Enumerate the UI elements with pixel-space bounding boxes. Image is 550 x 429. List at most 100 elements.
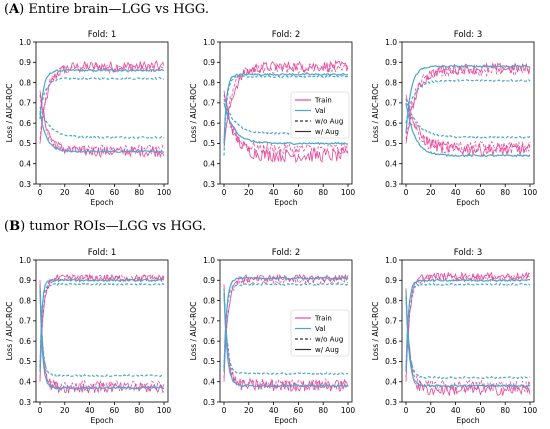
series-line-train-loss-aug: [405, 288, 531, 397]
y-tick-label: 0.5: [385, 357, 397, 366]
panel-a-fold-2: Fold: 2 0.3 0.4 0.5 0.6 0.7 0.8 0.9 1.0 0 20 40 60 80…: [189, 30, 355, 207]
y-tick-label: 0.7: [203, 99, 215, 108]
x-axis-label: Epoch: [457, 416, 480, 425]
series-line-train-loss-aug: [39, 90, 165, 159]
axes-frame: [35, 259, 169, 403]
series-line-train-auc-noaug: [39, 273, 165, 378]
legend-label: w/o Aug: [315, 118, 343, 126]
y-tick-label: 0.9: [203, 276, 215, 285]
panel-b-fold-2: Fold: 2 0.3 0.4 0.5 0.6 0.7 0.8 0.9 1.0 0 20 40 60 80…: [189, 248, 355, 425]
x-tick-label: 20: [244, 406, 254, 415]
y-tick-label: 0.5: [385, 139, 397, 148]
x-tick-label: 40: [451, 406, 461, 415]
axes-frame: [35, 41, 169, 185]
series-line-val-auc-noaug: [223, 74, 349, 156]
y-tick-label: 0.6: [203, 119, 215, 128]
panel-b-fold-1: Fold: 1 0.3 0.4 0.5 0.6 0.7 0.8 0.9 1.0 0 20 40 60 80…: [5, 248, 171, 425]
series-line-val-auc-noaug: [223, 282, 349, 368]
section-a-title-text: Entire brain—LGG vs HGG.: [28, 2, 209, 17]
series-group: [223, 273, 349, 392]
axes-frame: [219, 259, 353, 403]
series-line-train-auc-aug: [39, 59, 165, 144]
series-line-val-loss-aug: [405, 102, 531, 158]
y-axis-label: Loss / AUC-ROC: [371, 302, 380, 361]
y-tick-label: 0.7: [19, 99, 31, 108]
y-axis-label: Loss / AUC-ROC: [5, 302, 14, 361]
y-tick-label: 0.5: [19, 357, 31, 366]
y-tick-label: 1.0: [385, 38, 397, 47]
series-group: [223, 59, 349, 164]
x-axis-label: Epoch: [457, 198, 480, 207]
series-line-train-auc-aug: [405, 62, 531, 144]
legend-box: [290, 91, 350, 139]
series-group: [39, 59, 165, 159]
series-group: [405, 62, 531, 158]
x-tick-label: 80: [500, 406, 510, 415]
y-tick-label: 0.7: [19, 317, 31, 326]
panel-title: Fold: 2: [272, 30, 301, 40]
series-line-train-auc-noaug: [223, 275, 349, 378]
y-axis-label: Loss / AUC-ROC: [371, 84, 380, 143]
y-tick-label: 0.5: [203, 139, 215, 148]
panel-a-fold-1: Fold: 1 0.3 0.4 0.5 0.6 0.7 0.8 0.9 1.0 0 20 40 60 80…: [5, 30, 171, 207]
x-axis-label: Epoch: [275, 416, 298, 425]
legend-label: w/ Aug: [315, 128, 339, 136]
y-tick-label: 0.8: [19, 78, 31, 87]
series-line-val-loss-noaug: [405, 98, 531, 139]
panel-title: Fold: 3: [454, 248, 483, 258]
x-tick-label: 60: [110, 188, 120, 197]
x-tick-label: 60: [110, 406, 120, 415]
panel-b-fold-3: Fold: 3 0.3 0.4 0.5 0.6 0.7 0.8 0.9 1.0 0 20 40 60 80…: [371, 248, 537, 425]
series-line-val-loss-aug: [405, 296, 531, 388]
y-tick-label: 0.8: [203, 296, 215, 305]
series-line-val-auc-aug: [39, 68, 165, 120]
x-tick-label: 20: [60, 188, 70, 197]
y-tick-label: 0.5: [19, 139, 31, 148]
y-tick-label: 0.7: [385, 99, 397, 108]
y-tick-label: 0.4: [19, 378, 31, 387]
y-tick-label: 0.6: [203, 337, 215, 346]
y-tick-label: 0.9: [385, 276, 397, 285]
legend: Train Val w/o Aug w/ Aug: [290, 91, 350, 139]
y-tick-label: 0.8: [203, 78, 215, 87]
x-tick-label: 80: [318, 406, 328, 415]
x-tick-label: 40: [269, 188, 279, 197]
series-line-val-loss-aug: [39, 110, 165, 154]
series-line-train-auc-aug: [405, 271, 531, 382]
panel-title: Fold: 3: [454, 30, 483, 40]
series-line-train-auc-noaug: [405, 273, 531, 378]
x-tick-label: 100: [157, 406, 172, 415]
series-line-val-loss-noaug: [223, 288, 348, 376]
y-tick-label: 0.4: [203, 160, 215, 169]
section-b-title-text: tumor ROIs—LGG vs HGG.: [29, 219, 207, 234]
y-axis-label: Loss / AUC-ROC: [189, 302, 198, 361]
y-tick-label: 0.4: [385, 378, 397, 387]
section-b-letter: B: [9, 219, 21, 234]
series-line-train-auc-aug: [223, 59, 349, 148]
x-tick-label: 100: [523, 406, 538, 415]
series-line-train-auc-aug: [39, 273, 165, 382]
x-tick-label: 60: [476, 406, 486, 415]
x-tick-label: 0: [38, 406, 43, 415]
x-tick-label: 100: [157, 188, 172, 197]
y-tick-label: 0.7: [203, 317, 215, 326]
y-tick-label: 0.8: [19, 296, 31, 305]
x-tick-label: 60: [294, 188, 304, 197]
x-tick-label: 80: [134, 188, 144, 197]
panel-title: Fold: 1: [88, 248, 117, 258]
series-line-train-loss-aug: [223, 284, 349, 392]
legend: Train Val w/o Aug w/ Aug: [290, 309, 350, 357]
series-line-val-loss-noaug: [405, 290, 531, 380]
y-tick-label: 1.0: [19, 256, 31, 265]
series-line-val-auc-aug: [39, 278, 165, 372]
x-tick-label: 40: [85, 406, 95, 415]
x-tick-label: 20: [426, 188, 436, 197]
section-b-title: (B) tumor ROIs—LGG vs HGG.: [4, 219, 207, 234]
y-tick-label: 0.3: [203, 398, 215, 407]
x-tick-label: 20: [244, 188, 254, 197]
y-tick-label: 0.5: [203, 357, 215, 366]
y-tick-label: 1.0: [203, 38, 215, 47]
y-tick-label: 0.3: [203, 180, 215, 189]
series-line-val-auc-noaug: [39, 282, 165, 368]
legend-label: w/ Aug: [315, 346, 339, 354]
